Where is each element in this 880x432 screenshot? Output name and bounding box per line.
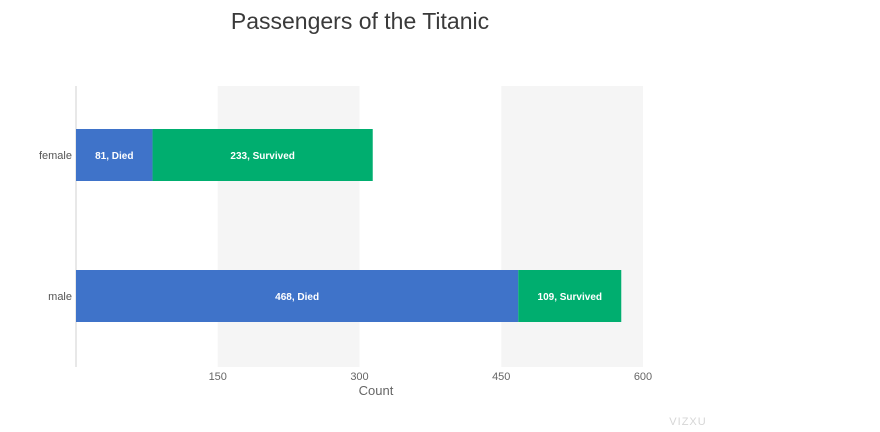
category-label-male: male bbox=[48, 291, 72, 303]
grid-band bbox=[217, 86, 360, 367]
category-labels: female male bbox=[39, 150, 72, 303]
chart-title: Passengers of the Titanic bbox=[231, 8, 489, 34]
x-tick-labels: 150 300 450 600 bbox=[209, 371, 653, 383]
watermark: VIZXU bbox=[669, 416, 706, 428]
x-tick-label: 300 bbox=[350, 371, 368, 383]
bars bbox=[76, 129, 622, 322]
x-tick-label: 450 bbox=[492, 371, 510, 383]
grid-band bbox=[501, 86, 643, 367]
data-label: 233, Survived bbox=[230, 151, 294, 162]
x-tick-label: 600 bbox=[634, 371, 652, 383]
data-labels: 81, Died 233, Survived 468, Died 109, Survi… bbox=[95, 151, 602, 303]
x-tick-label: 150 bbox=[209, 371, 227, 383]
data-label: 468, Died bbox=[275, 292, 319, 303]
bar-female-died[interactable] bbox=[76, 129, 153, 181]
data-label: 109, Survived bbox=[538, 292, 602, 303]
grid-bands bbox=[217, 86, 643, 367]
bar-male-survived[interactable] bbox=[518, 270, 622, 322]
bar-female-survived[interactable] bbox=[152, 129, 373, 181]
x-axis-title: Count bbox=[359, 383, 394, 398]
category-label-female: female bbox=[39, 150, 72, 162]
data-label: 81, Died bbox=[95, 151, 133, 162]
bar-male-died[interactable] bbox=[76, 270, 519, 322]
